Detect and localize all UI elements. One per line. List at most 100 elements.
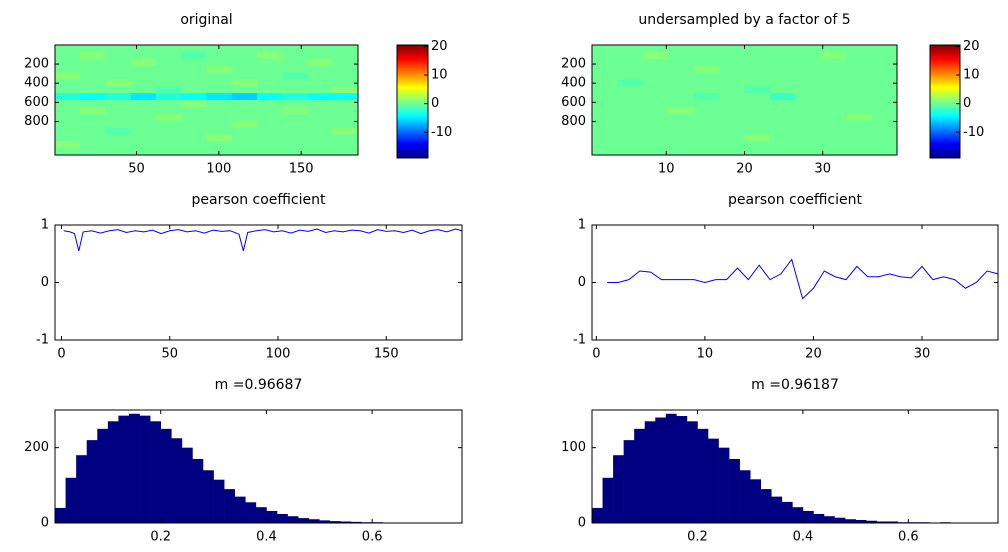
axes-box xyxy=(591,224,999,341)
heatmap-cell xyxy=(307,141,334,149)
heatmap-cell xyxy=(80,141,106,149)
histogram-bar xyxy=(266,510,278,523)
histogram-bar xyxy=(613,455,624,523)
heatmap-cell xyxy=(642,113,669,122)
heatmap-cell xyxy=(693,79,720,87)
heatmap-cell xyxy=(181,65,207,73)
heatmap-cell xyxy=(795,113,822,122)
heatmap-cell xyxy=(846,58,873,67)
histogram-bar xyxy=(697,428,709,523)
axes-box xyxy=(54,44,359,156)
heatmap-cell xyxy=(332,58,359,67)
heatmap-cell xyxy=(846,148,873,156)
heatmap-cell xyxy=(156,127,182,135)
heatmap-cell xyxy=(206,100,233,108)
heatmap-cell xyxy=(80,113,106,122)
heatmap-cell xyxy=(105,127,132,135)
heatmap-cell xyxy=(332,148,359,156)
colorbar-tick-label: 20 xyxy=(963,39,980,54)
heatmap-cell xyxy=(617,65,644,73)
histogram-bar xyxy=(160,428,172,523)
colorbar-tick-label: 0 xyxy=(963,96,971,111)
heatmap-cell xyxy=(592,141,618,149)
x-tick-label: 30 xyxy=(814,162,831,177)
chart-title: m =0.96687 xyxy=(215,377,303,393)
heatmap-cell xyxy=(181,141,207,149)
histogram-bar xyxy=(866,520,878,523)
heatmap-cell xyxy=(719,45,745,53)
colorbar-tick-label: 0 xyxy=(431,96,439,111)
histogram-bar xyxy=(65,477,77,523)
y-tick-label: 600 xyxy=(561,95,586,110)
histogram-bar xyxy=(876,521,888,523)
heatmap-cell xyxy=(744,72,771,80)
heatmap-cell xyxy=(105,113,132,122)
heatmap-cell xyxy=(130,127,157,135)
heatmap-cell xyxy=(257,134,283,142)
x-tick-label: 0.2 xyxy=(687,530,708,545)
heatmap-cell xyxy=(795,93,822,101)
heatmap-cell xyxy=(282,79,308,87)
heatmap-cell xyxy=(80,58,106,67)
heatmap-cell xyxy=(719,58,745,67)
heatmap-cell xyxy=(668,45,695,53)
heatmap-cell xyxy=(55,79,81,87)
x-tick-label: 150 xyxy=(374,347,399,362)
x-tick-label: 0.6 xyxy=(362,530,383,545)
heatmap-cell xyxy=(719,106,745,115)
heatmap-cell xyxy=(795,72,822,80)
heatmap-cell xyxy=(744,148,771,156)
heatmap-cell xyxy=(592,65,618,73)
axes-box xyxy=(54,224,463,341)
heatmap-cell xyxy=(719,51,745,60)
heatmap-cell xyxy=(617,113,644,122)
heatmap-cell xyxy=(769,51,796,60)
y-tick-label: 200 xyxy=(561,57,586,72)
y-tick-label: 0 xyxy=(41,516,49,531)
histogram-bar xyxy=(340,521,352,523)
heatmap-cell xyxy=(795,148,822,156)
histogram-bar xyxy=(665,413,677,523)
heatmap-cell xyxy=(156,106,182,115)
heatmap-cell xyxy=(642,93,669,101)
heatmap-cell xyxy=(592,148,618,156)
heatmap-cell xyxy=(181,51,207,60)
subplot: original -10 0 10 20 50 100 150 200 400 600 800 xyxy=(24,12,452,177)
heatmap-cell xyxy=(795,86,822,94)
heatmap-cell xyxy=(769,65,796,73)
heatmap-cell xyxy=(820,86,847,94)
heatmap-cell xyxy=(80,51,106,60)
histogram-bar xyxy=(192,458,204,523)
heatmap-cell xyxy=(105,93,132,101)
heatmap-cell xyxy=(592,45,618,53)
heatmap-cell xyxy=(668,106,695,115)
heatmap-cell xyxy=(231,58,258,67)
heatmap-cell xyxy=(105,148,132,156)
heatmap-cell xyxy=(719,113,745,122)
heatmap-cell xyxy=(257,141,283,149)
heatmap-cell xyxy=(156,120,182,128)
chart-title: undersampled by a factor of 5 xyxy=(638,12,850,28)
heatmap-cell xyxy=(693,106,720,115)
heatmap-cell xyxy=(820,120,847,128)
heatmap-cell xyxy=(693,120,720,128)
heatmap-cell xyxy=(668,113,695,122)
heatmap-cell xyxy=(642,51,669,60)
heatmap-cell xyxy=(744,100,771,108)
heatmap-cell xyxy=(871,72,898,80)
heatmap-cell xyxy=(592,134,618,142)
heatmap-cell xyxy=(80,106,106,115)
heatmap-cell xyxy=(820,45,847,53)
heatmap-cell xyxy=(719,65,745,73)
heatmap-cell xyxy=(206,51,233,60)
heatmap-cell xyxy=(282,120,308,128)
heatmap-cell xyxy=(181,72,207,80)
heatmap-cell xyxy=(592,106,618,115)
heatmap-cell xyxy=(846,79,873,87)
heatmap-cell xyxy=(871,45,898,53)
heatmap-cell xyxy=(55,120,81,128)
heatmap-cell xyxy=(181,45,207,53)
colorbar-tick-label: 10 xyxy=(431,68,448,83)
histogram-bar xyxy=(602,477,614,523)
histogram-bar xyxy=(203,470,214,523)
